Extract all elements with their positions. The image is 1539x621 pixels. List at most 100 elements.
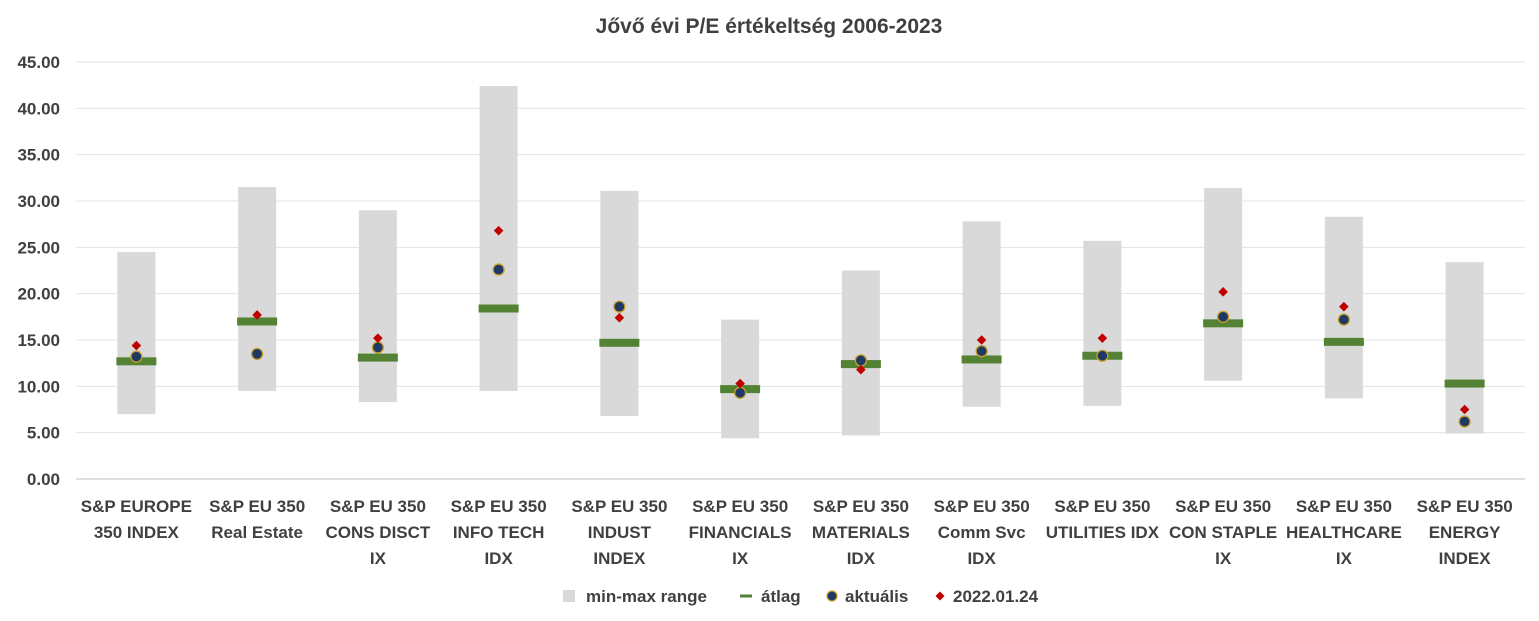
range-bar (1204, 188, 1243, 381)
x-tick-label-line: S&P EUROPE (81, 497, 192, 516)
grid-lines (76, 61, 1525, 480)
legend-label: 2022.01.24 (953, 587, 1039, 606)
x-tick-label-line: IDX (847, 549, 876, 568)
current-marker (371, 341, 385, 354)
x-axis-labels: S&P EUROPE 350 INDEX S&P EU 350 Real Estate… (81, 497, 1513, 568)
current-marker (613, 300, 626, 313)
range-bar (358, 210, 397, 403)
x-tick-label-line: HEALTHCARE (1286, 523, 1402, 542)
x-tick-label: S&P EU 350 CONS DISCT IX (325, 497, 430, 568)
y-tick-label: 30.00 (17, 192, 60, 211)
current-marker (1458, 415, 1471, 428)
date-marker (856, 364, 866, 375)
x-tick-label-line: S&P EU 350 (451, 497, 547, 516)
y-tick-label: 40.00 (17, 99, 60, 118)
range-bar (117, 251, 156, 415)
x-tick-label-line: INDUST (588, 523, 652, 542)
x-tick-label-line: CONS DISCT (325, 523, 430, 542)
x-tick-label-line: MATERIALS (812, 523, 910, 542)
date-marker (614, 312, 625, 323)
current-marker (854, 354, 868, 367)
x-tick-label-line: INDEX (1439, 549, 1492, 568)
average-marker (1203, 319, 1244, 328)
average-marker (1444, 379, 1485, 388)
range-bar (1083, 240, 1122, 406)
average-marker (1323, 337, 1364, 346)
range-bar (479, 86, 518, 391)
average-marker (478, 304, 519, 313)
x-tick-label-line: Comm Svc (938, 523, 1026, 542)
x-tick-label-line: IDX (967, 549, 996, 568)
x-tick-label-line: S&P EU 350 (1054, 497, 1150, 516)
x-tick-label: S&P EU 350 FINANCIALS IX (689, 497, 792, 568)
y-tick-label: 35.00 (17, 146, 60, 165)
x-tick-label: S&P EUROPE 350 INDEX (81, 497, 192, 542)
legend-current-swatch (826, 590, 838, 602)
x-tick-label-line: S&P EU 350 (571, 497, 667, 516)
x-tick-label: S&P EU 350 ENERGY INDEX (1417, 497, 1513, 568)
date-marker (735, 378, 745, 389)
x-tick-label-line: INDEX (593, 549, 646, 568)
x-tick-label: S&P EU 350 HEALTHCARE IX (1286, 497, 1402, 568)
date-marker (1339, 301, 1349, 312)
x-tick-label-line: S&P EU 350 (1296, 497, 1392, 516)
y-tick-label: 20.00 (17, 285, 60, 304)
current-marker (250, 347, 264, 361)
legend-label: aktuális (845, 587, 908, 606)
average-markers (116, 304, 1485, 394)
date-marker (1459, 404, 1470, 415)
average-marker (237, 317, 278, 326)
y-tick-label: 45.00 (17, 53, 60, 72)
x-tick-label: S&P EU 350 CON STAPLE IX (1169, 497, 1277, 568)
x-tick-label-line: S&P EU 350 (1175, 497, 1271, 516)
x-tick-label-line: INFO TECH (453, 523, 545, 542)
y-tick-label: 15.00 (17, 331, 60, 350)
date-marker (1097, 333, 1108, 343)
x-tick-label-line: S&P EU 350 (692, 497, 788, 516)
x-tick-label-line: S&P EU 350 (209, 497, 305, 516)
range-bar (962, 221, 1001, 407)
current-marker (130, 350, 143, 363)
x-tick-label-line: S&P EU 350 (330, 497, 426, 516)
current-marker (1096, 349, 1109, 362)
current-marker (492, 263, 505, 276)
date-marker (493, 225, 504, 236)
average-marker (599, 338, 640, 347)
x-tick-label: S&P EU 350 INDUST INDEX (571, 497, 667, 568)
x-tick-label-line: IX (370, 549, 387, 568)
x-tick-label: S&P EU 350 INFO TECH IDX (451, 497, 547, 568)
y-tick-label: 10.00 (17, 377, 60, 396)
y-tick-label: 5.00 (27, 424, 60, 443)
x-tick-label: S&P EU 350 Comm Svc IDX (934, 497, 1030, 568)
date-marker (976, 335, 987, 345)
x-tick-label-line: S&P EU 350 (813, 497, 909, 516)
y-tick-label: 0.00 (27, 470, 60, 489)
date-marker (373, 333, 383, 343)
x-tick-label-line: S&P EU 350 (934, 497, 1030, 516)
current-marker (975, 344, 988, 358)
date-marker (131, 340, 142, 351)
x-tick-label-line: FINANCIALS (689, 523, 792, 542)
current-markers (130, 263, 1471, 428)
x-tick-label-line: IX (1215, 549, 1232, 568)
date-markers (131, 225, 1470, 415)
range-bar (841, 270, 880, 436)
legend: min-max range átlag aktuális 2022.01.24 (563, 587, 1039, 606)
current-marker (1216, 310, 1230, 323)
x-tick-label-line: IDX (484, 549, 513, 568)
legend-date-swatch (935, 591, 945, 601)
legend-range-swatch (563, 590, 575, 602)
range-bars (117, 86, 1484, 439)
current-marker (733, 386, 747, 399)
chart-title: Jővő évi P/E értékeltség 2006-2023 (596, 15, 943, 38)
legend-average-swatch (740, 594, 752, 598)
x-tick-label-line: Real Estate (211, 523, 303, 542)
x-tick-label: S&P EU 350 UTILITIES IDX (1046, 497, 1160, 542)
x-tick-label-line: IX (1336, 549, 1353, 568)
average-marker (357, 353, 398, 362)
y-tick-label: 25.00 (17, 238, 60, 257)
date-marker (1218, 287, 1228, 297)
x-tick-label: S&P EU 350 MATERIALS IDX (812, 497, 910, 568)
x-tick-label: S&P EU 350 Real Estate (209, 497, 305, 542)
